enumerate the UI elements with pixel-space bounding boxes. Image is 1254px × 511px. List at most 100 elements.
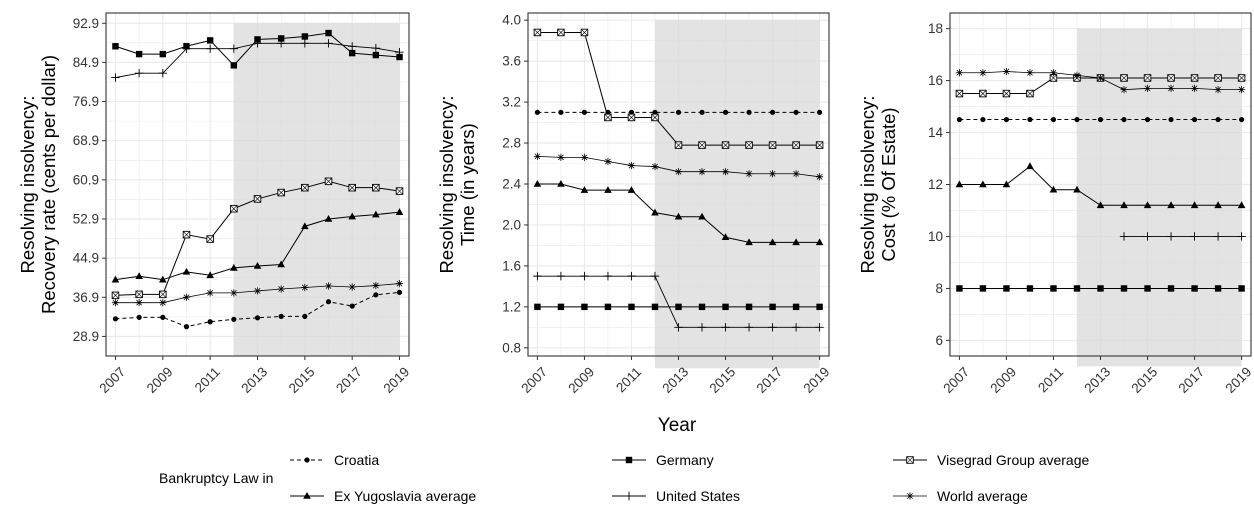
y-axis-label: Resolving insolvency: Recovery rate (cent… [17, 55, 59, 314]
point-world [277, 285, 285, 293]
point-world [135, 299, 143, 307]
point-exyu [792, 238, 800, 246]
y-axis-label: Resolving insolvency: Cost (% Of Estate) [857, 96, 899, 274]
point-us [1213, 232, 1223, 241]
point-visegrad [1143, 74, 1152, 82]
point-exyu [111, 275, 120, 283]
point-croatia [1238, 116, 1245, 123]
point-us [627, 271, 636, 281]
legend-title: Bankruptcy Law in [159, 470, 273, 486]
point-us [603, 271, 613, 281]
point-visegrad [768, 141, 777, 149]
y-tick-label: 16 [928, 73, 943, 88]
point-world [580, 153, 589, 161]
point-germany [979, 285, 987, 292]
point-us [815, 323, 824, 332]
point-visegrad [1214, 74, 1222, 82]
point-us [674, 323, 683, 332]
point-visegrad [604, 113, 612, 122]
point-croatia [183, 324, 190, 330]
point-croatia [534, 109, 541, 115]
point-germany [396, 53, 403, 61]
point-exyu [580, 186, 589, 193]
point-us [182, 44, 191, 53]
point-croatia [793, 109, 799, 115]
point-croatia [136, 314, 142, 320]
point-visegrad [372, 183, 380, 192]
point-us [158, 68, 168, 78]
point-germany [816, 303, 823, 311]
panel-1: 28.9 36.9 44.9 52.9 60.9 68.9 76.9 84.9 92.9 2007… [17, 12, 412, 396]
y-tick-label: 52.9 [73, 211, 99, 226]
point-visegrad [301, 183, 309, 192]
point-croatia [396, 289, 403, 295]
point-croatia [1168, 116, 1174, 123]
point-germany [1097, 285, 1104, 292]
y-tick-label: 4.0 [502, 13, 521, 28]
point-exyu [1143, 201, 1152, 209]
point-us [324, 39, 333, 48]
point-visegrad [651, 113, 659, 122]
point-exyu [745, 238, 753, 246]
series-croatia [534, 109, 823, 115]
y-tick-label: 3.6 [502, 54, 521, 69]
y-tick-label: 14 [928, 125, 944, 140]
point-us [1190, 232, 1199, 241]
series-visegrad [533, 28, 824, 149]
series-us [533, 271, 824, 332]
point-germany [698, 303, 706, 311]
point-us [721, 323, 730, 332]
point-germany [135, 50, 143, 58]
point-world [674, 168, 683, 176]
legend-item-visegrad: Visegrad Group average [893, 452, 1089, 468]
x-tick-label: 2011 [192, 364, 223, 395]
point-world [1049, 69, 1058, 77]
series-world [111, 279, 404, 307]
x-tick-label: 2007 [96, 364, 128, 396]
shaded-period [654, 20, 820, 369]
legend-marker-exyu [303, 492, 311, 499]
y-tick-label: 44.9 [73, 251, 99, 266]
point-world [815, 173, 824, 181]
point-croatia [112, 316, 119, 322]
point-visegrad [627, 113, 636, 122]
point-exyu [348, 212, 356, 220]
point-exyu [674, 212, 683, 220]
point-world [1073, 71, 1081, 79]
point-world [721, 168, 730, 176]
point-exyu [395, 208, 404, 215]
point-visegrad [159, 290, 167, 299]
point-world [253, 287, 262, 295]
point-us [395, 47, 404, 57]
point-exyu [768, 238, 777, 246]
point-exyu [324, 214, 333, 222]
point-exyu [206, 271, 214, 279]
x-tick-label: 2017 [1176, 364, 1208, 396]
point-world [745, 170, 753, 178]
legend: Bankruptcy Law in Croatia Germany Visegrad… [159, 452, 1089, 504]
point-visegrad [395, 187, 404, 195]
point-croatia [349, 303, 355, 309]
legend-item-world: World average [893, 488, 1028, 504]
point-us [768, 323, 777, 332]
point-exyu [979, 180, 987, 188]
point-croatia [956, 116, 963, 123]
point-exyu [815, 238, 824, 246]
point-visegrad [111, 291, 120, 300]
point-visegrad [792, 141, 800, 149]
point-exyu [230, 263, 238, 271]
point-us [697, 323, 707, 332]
point-exyu [721, 233, 730, 241]
point-croatia [1074, 116, 1080, 123]
point-world [1096, 74, 1105, 82]
point-germany [1238, 285, 1245, 292]
point-visegrad [979, 89, 987, 98]
point-visegrad [230, 204, 238, 213]
x-tick-label: 2007 [518, 364, 550, 396]
x-tick-label: 2009 [987, 364, 1019, 396]
point-world [395, 279, 404, 288]
point-us [371, 44, 381, 53]
point-world [159, 299, 167, 307]
point-world [792, 170, 800, 178]
